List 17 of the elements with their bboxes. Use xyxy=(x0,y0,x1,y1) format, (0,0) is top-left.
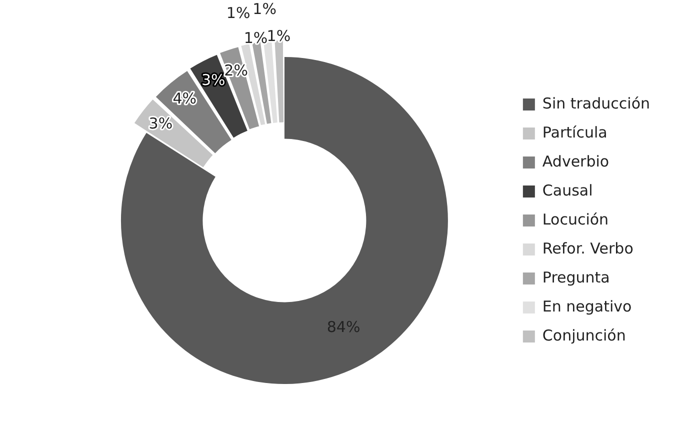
legend-label: Partícula xyxy=(542,123,608,142)
data-label: 84% xyxy=(326,318,360,336)
legend-label: Conjunción xyxy=(542,326,626,344)
data-label: 1% xyxy=(244,29,268,48)
data-label: 3% xyxy=(201,70,226,89)
legend-label: Causal xyxy=(542,181,593,200)
data-label: 3% xyxy=(148,114,173,132)
data-label: 1% xyxy=(226,4,250,22)
legend-label: Sin traducción xyxy=(542,94,650,112)
legend-label: Locución xyxy=(542,210,609,228)
data-label: 1% xyxy=(252,0,276,18)
legend-label: En negativo xyxy=(542,297,632,316)
data-label: 4% xyxy=(172,90,197,108)
legend-label: Adverbio xyxy=(542,152,610,170)
data-label: 1% xyxy=(266,26,291,45)
legend-label: Refor. Verbo xyxy=(542,239,634,258)
legend-label: Pregunta xyxy=(542,268,610,286)
